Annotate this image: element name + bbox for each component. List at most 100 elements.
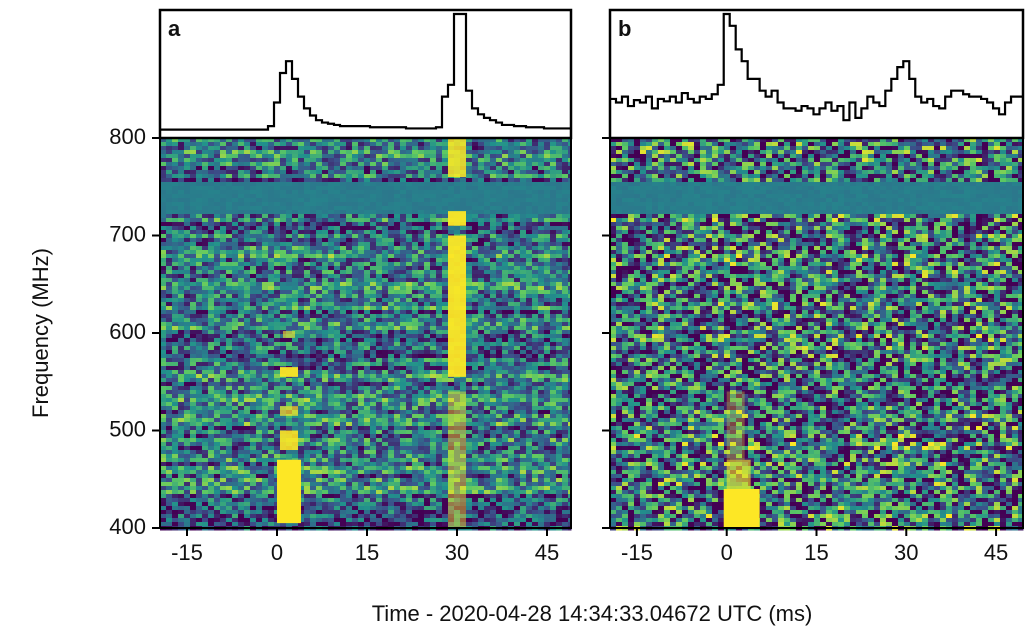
noise-cell: [262, 334, 269, 339]
noise-cell: [412, 410, 419, 415]
noise-cell: [496, 154, 503, 159]
noise-cell: [562, 362, 569, 367]
noise-cell: [346, 246, 353, 251]
noise-cell: [292, 238, 299, 243]
noise-cell: [328, 158, 335, 163]
noise-cell: [400, 310, 407, 315]
noise-cell: [352, 254, 359, 259]
noise-cell: [334, 314, 341, 319]
noise-cell: [490, 414, 497, 419]
noise-cell: [538, 310, 545, 315]
noise-cell: [430, 154, 437, 159]
noise-cell: [406, 270, 413, 275]
noise-cell: [310, 190, 317, 195]
noise-cell: [184, 154, 191, 159]
noise-cell: [370, 358, 377, 363]
noise-cell: [532, 230, 539, 235]
noise-cell: [316, 386, 323, 391]
noise-cell: [232, 354, 239, 359]
noise-cell: [466, 246, 473, 251]
noise-cell: [544, 302, 551, 307]
noise-cell: [430, 334, 437, 339]
noise-cell: [232, 258, 239, 263]
noise-cell: [412, 306, 419, 311]
noise-cell: [526, 254, 533, 259]
noise-cell: [502, 174, 509, 179]
noise-cell: [238, 274, 245, 279]
noise-cell: [460, 406, 467, 411]
noise-cell: [526, 274, 533, 279]
noise-cell: [538, 206, 545, 211]
noise-cell: [544, 146, 551, 151]
noise-cell: [178, 266, 185, 271]
noise-cell: [514, 286, 521, 291]
noise-cell: [208, 310, 215, 315]
noise-cell: [376, 282, 383, 287]
noise-cell: [268, 402, 275, 407]
noise-cell: [262, 226, 269, 231]
noise-cell: [226, 242, 233, 247]
noise-cell: [550, 318, 557, 323]
noise-cell: [448, 390, 455, 395]
noise-cell: [388, 222, 395, 227]
noise-cell: [184, 342, 191, 347]
noise-cell: [478, 158, 485, 163]
noise-cell: [262, 386, 269, 391]
noise-cell: [274, 186, 281, 191]
noise-cell: [538, 198, 545, 203]
noise-cell: [328, 370, 335, 375]
noise-cell: [340, 182, 347, 187]
noise-cell: [316, 154, 323, 159]
noise-cell: [472, 258, 479, 263]
noise-cell: [412, 278, 419, 283]
noise-cell: [532, 298, 539, 303]
noise-cell: [532, 186, 539, 191]
noise-cell: [442, 318, 449, 323]
noise-cell: [526, 158, 533, 163]
noise-cell: [556, 314, 563, 319]
noise-cell: [376, 350, 383, 355]
noise-cell: [550, 422, 557, 427]
noise-cell: [556, 274, 563, 279]
noise-cell: [352, 338, 359, 343]
noise-cell: [334, 198, 341, 203]
noise-cell: [394, 206, 401, 211]
noise-cell: [178, 366, 185, 371]
noise-cell: [568, 154, 572, 159]
noise-cell: [538, 178, 545, 183]
noise-cell: [184, 166, 191, 171]
noise-cell: [220, 202, 227, 207]
noise-cell: [262, 362, 269, 367]
noise-cell: [202, 406, 209, 411]
noise-cell: [406, 286, 413, 291]
noise-cell: [166, 154, 173, 159]
noise-cell: [304, 218, 311, 223]
noise-cell: [160, 274, 167, 279]
noise-cell: [508, 334, 515, 339]
noise-cell: [526, 390, 533, 395]
noise-cell: [172, 222, 179, 227]
noise-cell: [202, 186, 209, 191]
noise-cell: [526, 306, 533, 311]
noise-cell: [412, 194, 419, 199]
noise-cell: [238, 262, 245, 267]
noise-cell: [394, 218, 401, 223]
noise-cell: [364, 194, 371, 199]
noise-cell: [556, 370, 563, 375]
noise-cell: [406, 414, 413, 419]
noise-cell: [442, 194, 449, 199]
noise-cell: [466, 270, 473, 275]
noise-cell: [526, 414, 533, 419]
noise-cell: [430, 206, 437, 211]
noise-cell: [274, 386, 281, 391]
noise-cell: [340, 226, 347, 231]
noise-cell: [304, 334, 311, 339]
noise-cell: [364, 314, 371, 319]
noise-cell: [256, 250, 263, 255]
noise-cell: [568, 266, 572, 271]
noise-cell: [322, 374, 329, 379]
noise-cell: [514, 354, 521, 359]
noise-cell: [298, 426, 305, 431]
noise-cell: [172, 366, 179, 371]
noise-cell: [202, 238, 209, 243]
